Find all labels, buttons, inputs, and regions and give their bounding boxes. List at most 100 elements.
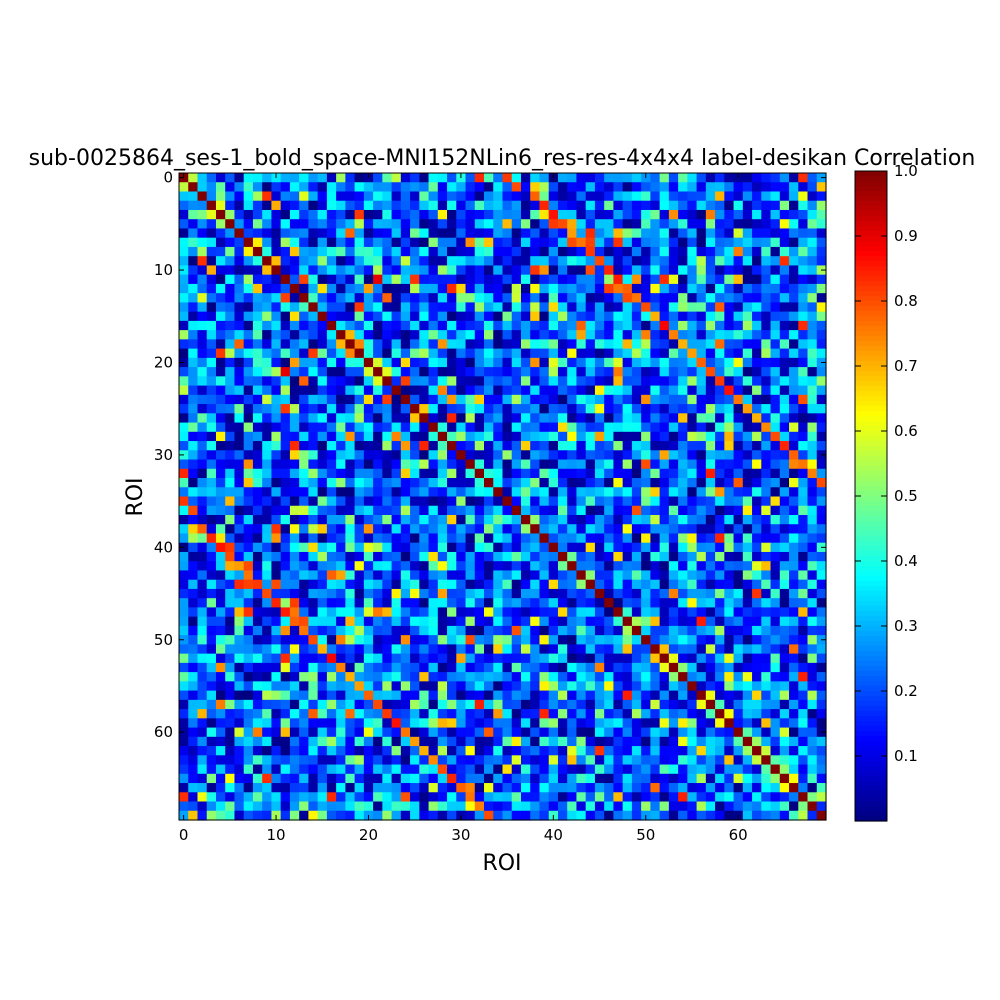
heatmap-cell (456, 561, 467, 572)
heatmap-cell (567, 385, 578, 396)
heatmap-cell (789, 672, 799, 682)
heatmap-cell (613, 792, 624, 803)
heatmap-cell (206, 681, 217, 692)
heatmap-cell (326, 598, 337, 609)
heatmap-cell (520, 551, 531, 562)
heatmap-cell (493, 653, 504, 664)
heatmap-cell (382, 274, 393, 285)
heatmap-cell (696, 173, 707, 183)
heatmap-cell (733, 533, 744, 544)
heatmap-cell (650, 579, 661, 590)
heatmap-cell (262, 487, 273, 498)
heatmap-cell (400, 727, 411, 738)
heatmap-cell (798, 718, 809, 729)
heatmap-cell (354, 514, 365, 525)
heatmap-cell (576, 662, 587, 673)
heatmap-cell (594, 219, 605, 230)
heatmap-cell (447, 274, 457, 285)
heatmap-cell (548, 699, 559, 710)
heatmap-cell (215, 810, 226, 821)
heatmap-cell (502, 182, 513, 193)
heatmap-cell (493, 672, 504, 682)
heatmap-cell (576, 644, 587, 655)
heatmap-cell (447, 422, 457, 433)
heatmap-cell (354, 625, 365, 636)
heatmap-cell (520, 173, 531, 183)
heatmap-cell (419, 256, 430, 267)
heatmap-cell (604, 542, 615, 553)
heatmap-cell (594, 801, 605, 812)
heatmap-cell (659, 219, 670, 230)
heatmap-cell (484, 810, 494, 821)
heatmap-cell (317, 348, 328, 359)
heatmap-cell (816, 487, 827, 498)
heatmap-cell (400, 672, 411, 682)
heatmap-cell (363, 256, 374, 267)
heatmap-cell (197, 385, 208, 396)
heatmap-cell (511, 792, 522, 803)
heatmap-cell (215, 191, 226, 202)
heatmap-cell (622, 810, 633, 821)
heatmap-cell (252, 376, 263, 387)
heatmap-cell (567, 431, 578, 442)
heatmap-cell (585, 219, 596, 230)
heatmap-cell (622, 283, 633, 294)
heatmap-cell (668, 635, 679, 645)
heatmap-cell (594, 431, 605, 442)
heatmap-cell (289, 293, 300, 303)
heatmap-cell (271, 561, 282, 572)
heatmap-cell (493, 644, 504, 655)
colorbar-strip (855, 271, 887, 277)
heatmap-cell (715, 487, 725, 498)
heatmap-cell (419, 357, 430, 368)
heatmap-cell (373, 209, 383, 220)
heatmap-cell (594, 736, 605, 747)
heatmap-cell (641, 709, 651, 719)
heatmap-cell (456, 690, 467, 701)
heatmap-cell (354, 256, 365, 267)
heatmap-cell (326, 810, 337, 821)
heatmap-cell (761, 709, 772, 719)
heatmap-cell (622, 311, 633, 322)
heatmap-cell (252, 283, 263, 294)
heatmap-cell (317, 182, 328, 193)
heatmap-cell (465, 219, 476, 230)
heatmap-cell (456, 514, 467, 525)
heatmap-cell (696, 598, 707, 609)
heatmap-cell (252, 533, 263, 544)
heatmap-cell (733, 625, 744, 636)
heatmap-cell (548, 376, 559, 387)
heatmap-cell (641, 551, 651, 562)
heatmap-cell (262, 468, 273, 479)
heatmap-cell (179, 246, 189, 257)
heatmap-cell (289, 311, 300, 322)
heatmap-cell (770, 450, 781, 461)
heatmap-cell (770, 672, 781, 682)
heatmap-cell (280, 219, 291, 230)
heatmap-cell (456, 357, 467, 368)
heatmap-cell (659, 357, 670, 368)
heatmap-cell (280, 237, 291, 248)
heatmap-cell (391, 376, 402, 387)
heatmap-cell (520, 422, 531, 433)
heatmap-cell (530, 293, 541, 303)
heatmap-cell (465, 283, 476, 294)
heatmap-cell (484, 709, 494, 719)
heatmap-cell (511, 413, 522, 424)
heatmap-cell (179, 607, 189, 618)
heatmap-cell (779, 570, 790, 581)
heatmap-cell (326, 764, 337, 775)
heatmap-cell (215, 690, 226, 701)
heatmap-cell (474, 283, 485, 294)
heatmap-cell (252, 357, 263, 368)
heatmap-cell (456, 265, 467, 276)
heatmap-cell (530, 533, 541, 544)
heatmap-cell (807, 653, 818, 664)
heatmap-cell (585, 265, 596, 276)
heatmap-cell (585, 339, 596, 350)
heatmap-cell (604, 635, 615, 645)
heatmap-cell (225, 219, 236, 230)
heatmap-cell (289, 505, 300, 516)
colorbar-strip (855, 406, 887, 412)
heatmap-cell (687, 367, 698, 377)
